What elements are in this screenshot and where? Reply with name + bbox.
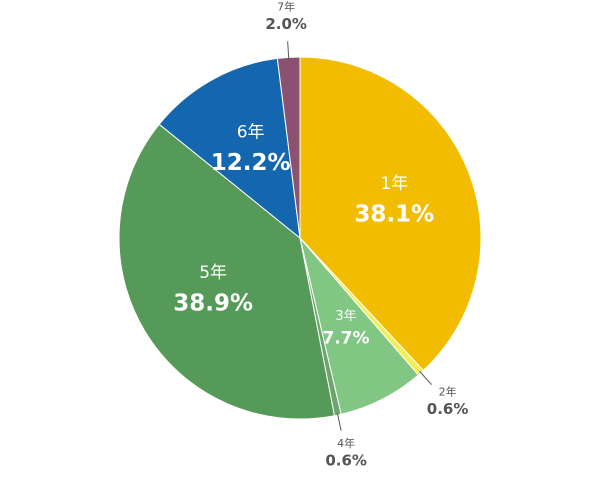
slice-value: 7.7%: [322, 328, 369, 348]
slice-category: 4年: [337, 436, 355, 450]
pie-slice: [158, 57, 301, 240]
pie-slice: [299, 56, 482, 372]
slice-value: 0.6%: [325, 452, 367, 470]
leader-line: [287, 41, 290, 60]
slice-category: 6年: [237, 122, 265, 142]
slice-category: 5年: [199, 263, 227, 283]
slice-value: 12.2%: [211, 150, 291, 176]
slice-category: 3年: [335, 309, 356, 324]
slice-category: 2年: [439, 384, 457, 398]
leader-line: [419, 370, 432, 385]
slice-value: 0.6%: [427, 400, 469, 418]
slice-value: 38.9%: [173, 291, 253, 317]
slice-value: 2.0%: [265, 15, 307, 33]
pie-slice: [118, 123, 336, 420]
slice-category: 7年: [277, 0, 295, 13]
slice-category: 1年: [380, 174, 408, 194]
leader-line: [336, 412, 342, 431]
slice-value: 38.1%: [354, 201, 434, 227]
